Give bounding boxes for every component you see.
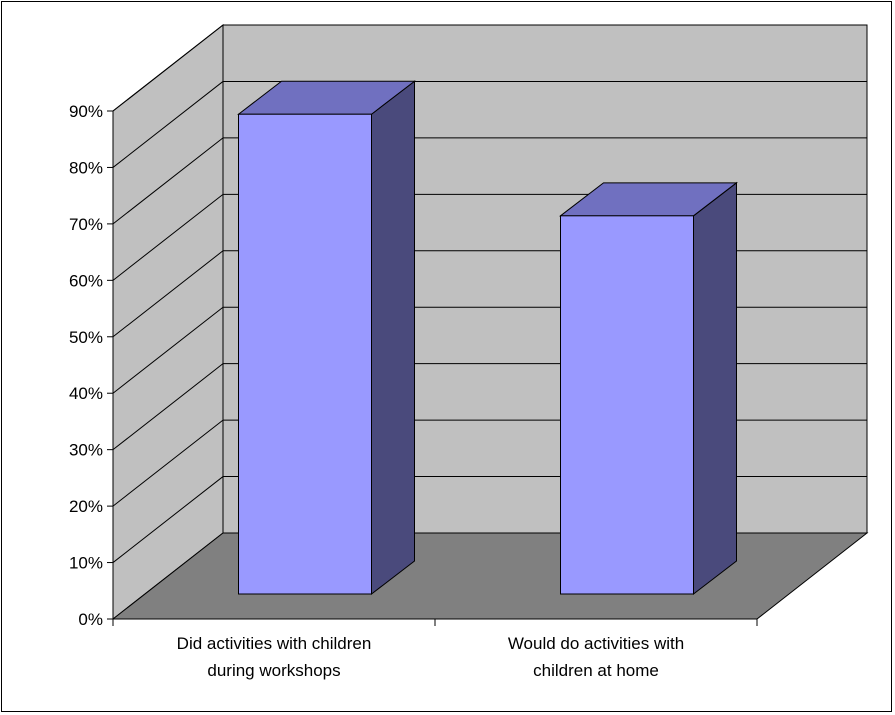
y-tick-label: 20% — [69, 497, 103, 516]
x-category-label: Did activities with children during works… — [177, 634, 372, 680]
gridline-side — [112, 193, 224, 281]
y-tick-label: 40% — [69, 384, 103, 403]
y-tick-label: 60% — [69, 271, 103, 290]
chart-walls — [111, 23, 869, 621]
x-category-label-line: during workshops — [207, 661, 340, 680]
gridline-side — [112, 306, 224, 394]
side-wall — [112, 23, 224, 621]
y-tick-label: 0% — [78, 610, 103, 629]
bar-side-face — [371, 80, 415, 596]
y-tick-label: 30% — [69, 441, 103, 460]
floor — [111, 532, 869, 620]
bars — [237, 80, 738, 596]
gridline-side — [112, 363, 224, 451]
bar-side-face — [693, 181, 737, 596]
x-category-label-line: children at home — [533, 661, 659, 680]
gridline-side — [112, 137, 224, 225]
y-axis-tick-labels: 0% 10% 20% 30% 40% 50% 60% 70% 80% 90% — [69, 102, 103, 629]
bar-front-face — [560, 215, 694, 595]
y-tick-label: 80% — [69, 158, 103, 177]
x-category-label-line: Did activities with children — [177, 634, 372, 653]
y-tick-label: 10% — [69, 554, 103, 573]
gridline-side — [112, 81, 224, 168]
bar-front-face — [238, 113, 372, 595]
x-category-label: Would do activities with children at home — [508, 634, 684, 680]
gridline-side — [112, 476, 224, 563]
y-tick-label: 70% — [69, 215, 103, 234]
gridline-side — [112, 24, 224, 112]
x-category-label-line: Would do activities with — [508, 634, 684, 653]
x-axis-category-labels: Did activities with children during works… — [177, 634, 685, 680]
y-tick-label: 50% — [69, 328, 103, 347]
axes — [107, 110, 758, 626]
gridline-side — [112, 250, 224, 338]
y-tick-label: 90% — [69, 102, 103, 121]
bar-1 — [237, 80, 416, 596]
bar-2 — [559, 181, 738, 596]
gridline-side — [112, 419, 224, 507]
